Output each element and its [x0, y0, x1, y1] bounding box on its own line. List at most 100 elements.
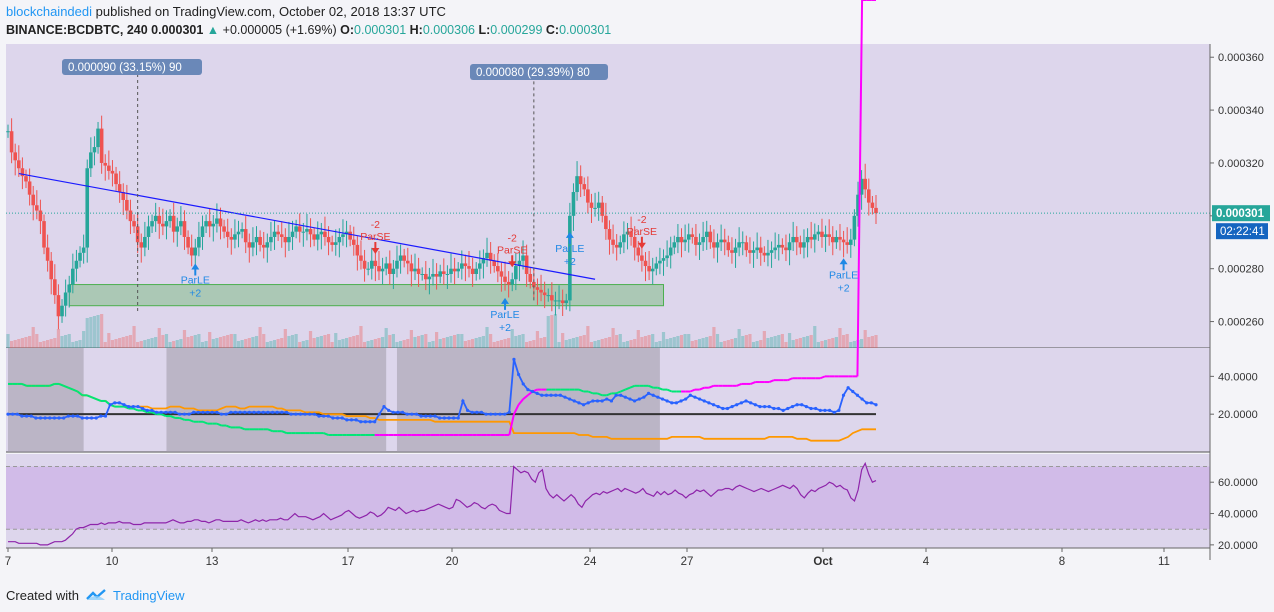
volume-bar [64, 335, 68, 348]
volume-bar [600, 339, 604, 348]
price-tick-label: 0.000340 [1218, 105, 1264, 117]
volume-bar [561, 333, 565, 348]
candle [42, 221, 46, 248]
candle [308, 229, 313, 235]
candle [841, 239, 846, 243]
adx-point [52, 416, 57, 420]
volume-bar [485, 327, 489, 348]
candle [629, 231, 633, 237]
volume-bar [244, 339, 248, 348]
measure-label-bg [62, 59, 202, 75]
candle [197, 236, 201, 248]
candle [319, 231, 324, 235]
volume-bar [283, 329, 287, 348]
candle [532, 281, 536, 288]
volume-bar [10, 341, 14, 348]
plus-di-segment [76, 390, 83, 397]
adx-point [99, 414, 103, 418]
volume-bar [420, 335, 424, 348]
candle [740, 242, 745, 244]
volume-bar [175, 340, 179, 348]
adx-point [577, 401, 581, 405]
volume-bar [355, 335, 359, 348]
adx-point [721, 406, 725, 411]
volume-bar [586, 326, 590, 348]
adx-point [173, 410, 177, 414]
adx-point [614, 393, 618, 397]
adx-point [117, 401, 122, 405]
volume-bar [651, 334, 655, 348]
volume-bar [787, 333, 792, 348]
adx-point [470, 410, 474, 414]
volume-bar [211, 339, 215, 348]
countdown-badge [1216, 223, 1268, 240]
signal-qty: +2 [564, 256, 576, 268]
candle [481, 258, 486, 264]
adx-point [568, 397, 572, 401]
chart-canvas[interactable]: 0.0002600.0002800.0003000.0003200.000340… [0, 0, 1274, 580]
signal-label: ParLE [490, 309, 519, 321]
adx-point [94, 416, 98, 420]
volume-bar [615, 335, 619, 348]
volume-bar [625, 341, 630, 348]
adx-point [103, 414, 108, 418]
author-name[interactable]: blockchaindedi [6, 4, 93, 19]
candle [719, 239, 723, 243]
change-arrow-icon: ▲ [206, 23, 220, 37]
plus-di-segment [587, 390, 594, 395]
candle [618, 242, 623, 248]
candle [416, 268, 421, 274]
measure-label: 0.000080 (29.39%) 80 [470, 64, 608, 80]
adx-point [521, 382, 525, 386]
time-tick-label: 11 [1158, 556, 1170, 568]
volume-bar [290, 335, 295, 348]
tradingview-link[interactable]: TradingView [85, 588, 185, 603]
adx-point [62, 416, 66, 420]
time-tick-label: 4 [923, 556, 930, 568]
adx-point [442, 416, 446, 420]
adx-point [619, 393, 623, 397]
plus-di-segment [856, 0, 864, 377]
volume-bar [690, 341, 694, 348]
adx-point [628, 397, 632, 401]
adx-point [419, 414, 423, 418]
volume-bar [424, 334, 428, 348]
candle [369, 260, 374, 269]
candle [290, 231, 295, 237]
plus-di-segment [123, 405, 130, 410]
candle [81, 247, 86, 253]
candle [607, 229, 612, 240]
volume-bar [301, 341, 305, 348]
volume-bar [503, 339, 507, 348]
symbol-label[interactable]: BINANCE:BCDBTC, 240 [6, 23, 148, 37]
candle [686, 234, 691, 240]
candle [499, 271, 504, 277]
adx-point [154, 410, 159, 414]
candle [755, 247, 759, 251]
strategy-signal: ParLE+2 [829, 258, 858, 294]
adx-point [127, 405, 131, 409]
adx-point [294, 412, 298, 416]
volume-bar [597, 340, 601, 348]
volume-bar [118, 338, 122, 348]
volume-bar [492, 342, 496, 348]
volume-bar [186, 337, 190, 348]
volume-bar [53, 338, 57, 348]
volume-bar [229, 334, 233, 348]
candle [542, 292, 547, 296]
candle [442, 271, 446, 274]
rsi-tick-label: 20.0000 [1218, 540, 1258, 552]
plus-di-segment [736, 383, 742, 387]
volume-bar [813, 326, 817, 348]
volume-bar [258, 327, 262, 348]
adx-point [489, 412, 493, 416]
volume-bar [262, 334, 266, 348]
candle [189, 247, 194, 256]
adx-point [247, 410, 251, 414]
volume-bar [164, 334, 169, 348]
adx-point [428, 414, 432, 418]
volume-bar [629, 340, 633, 348]
volume-bar [125, 336, 129, 348]
adx-point [730, 405, 734, 409]
dmi-shade [166, 348, 387, 452]
